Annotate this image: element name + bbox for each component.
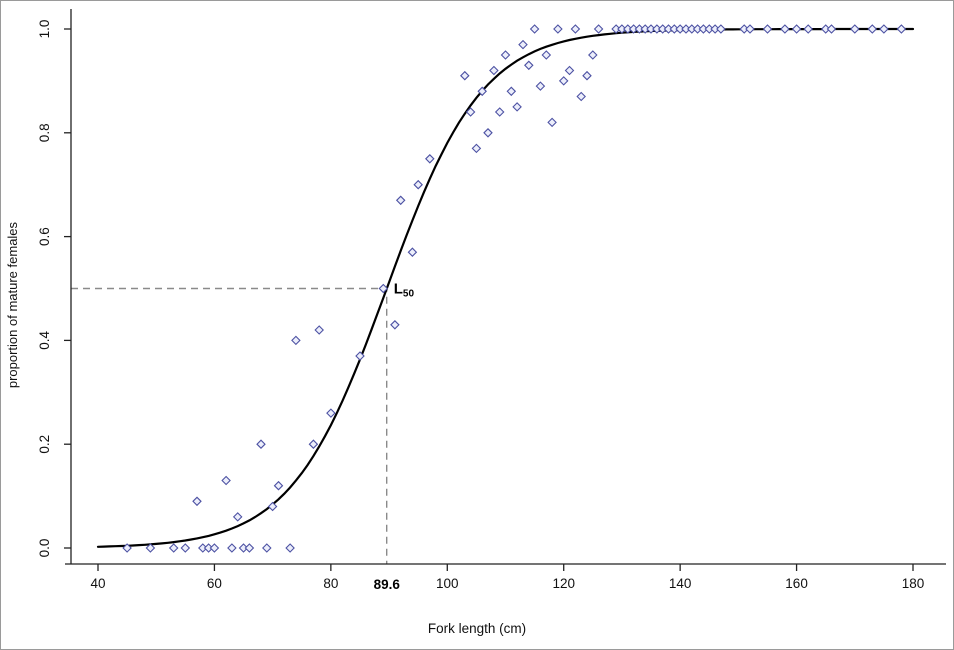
data-point	[326, 408, 336, 418]
data-point	[308, 439, 319, 449]
data-point	[256, 439, 266, 449]
data-point	[489, 65, 499, 76]
data-point	[576, 91, 586, 102]
data-point	[529, 24, 540, 34]
data-point	[244, 543, 255, 553]
y-axis-label: proportion of mature females	[5, 221, 20, 389]
data-point	[791, 24, 802, 34]
x-axis-label: Fork length (cm)	[427, 621, 527, 636]
data-point	[518, 39, 528, 50]
data-point	[168, 543, 179, 553]
data-point	[850, 24, 860, 34]
data-point	[803, 24, 813, 34]
x-tick-label: 120	[552, 576, 575, 591]
data-point	[273, 480, 284, 491]
x-tick-label: 180	[902, 576, 925, 591]
data-point	[477, 86, 487, 97]
l50-reference-dashed-line	[71, 287, 388, 564]
logistic-fit-curve	[96, 27, 915, 548]
data-point	[407, 247, 418, 257]
data-point	[582, 70, 592, 81]
data-point	[221, 475, 231, 486]
data-point	[122, 543, 132, 553]
data-point	[285, 543, 295, 553]
data-point	[500, 50, 511, 60]
data-point	[471, 143, 482, 154]
l50-annotation-label: L50	[394, 281, 415, 300]
data-point	[314, 325, 324, 335]
data-point	[570, 24, 581, 34]
data-point	[390, 320, 400, 330]
data-point	[465, 107, 476, 117]
data-point	[879, 24, 889, 34]
data-point	[494, 107, 505, 117]
data-point	[867, 24, 878, 34]
data-point	[564, 65, 575, 76]
data-point	[896, 24, 907, 34]
data-point	[506, 86, 517, 97]
data-point	[180, 543, 191, 553]
x-tick-label: 40	[90, 576, 105, 591]
data-point	[145, 543, 156, 553]
data-point	[209, 543, 220, 553]
x-tick-label: 140	[669, 576, 692, 591]
x-tick-label: 60	[207, 576, 222, 591]
y-tick-label: 0.2	[37, 435, 52, 454]
data-point	[553, 24, 563, 34]
data-point	[547, 117, 557, 128]
y-tick-label: 0.4	[37, 331, 52, 350]
data-point	[232, 512, 243, 522]
data-point	[460, 70, 470, 81]
data-point	[512, 102, 522, 112]
data-point	[425, 154, 435, 164]
data-point	[524, 60, 534, 71]
data-point	[826, 24, 837, 34]
data-point	[558, 76, 569, 86]
y-tick-label: 0.6	[37, 227, 52, 246]
data-point	[745, 24, 755, 34]
data-point	[762, 24, 773, 34]
data-point	[291, 335, 301, 346]
x-tick-label: 80	[323, 576, 338, 591]
data-point	[535, 81, 546, 91]
data-point	[716, 24, 726, 34]
data-point	[780, 24, 790, 34]
x-tick-label: 100	[436, 576, 459, 591]
data-point	[262, 543, 272, 553]
data-point	[378, 283, 389, 294]
data-point	[588, 50, 598, 60]
y-tick-label: 0.0	[37, 539, 52, 558]
data-point	[483, 128, 493, 138]
data-point	[355, 351, 365, 361]
y-tick-label: 0.8	[37, 123, 52, 142]
data-point	[541, 50, 552, 60]
x-tick-label: 160	[785, 576, 808, 591]
data-point	[593, 24, 604, 34]
y-tick-label: 1.0	[37, 20, 52, 39]
l50-value-label: 89.6	[374, 577, 401, 592]
data-point	[227, 543, 237, 553]
data-point	[267, 501, 278, 512]
data-point	[395, 195, 406, 206]
data-point	[192, 496, 202, 507]
data-point	[413, 179, 423, 190]
